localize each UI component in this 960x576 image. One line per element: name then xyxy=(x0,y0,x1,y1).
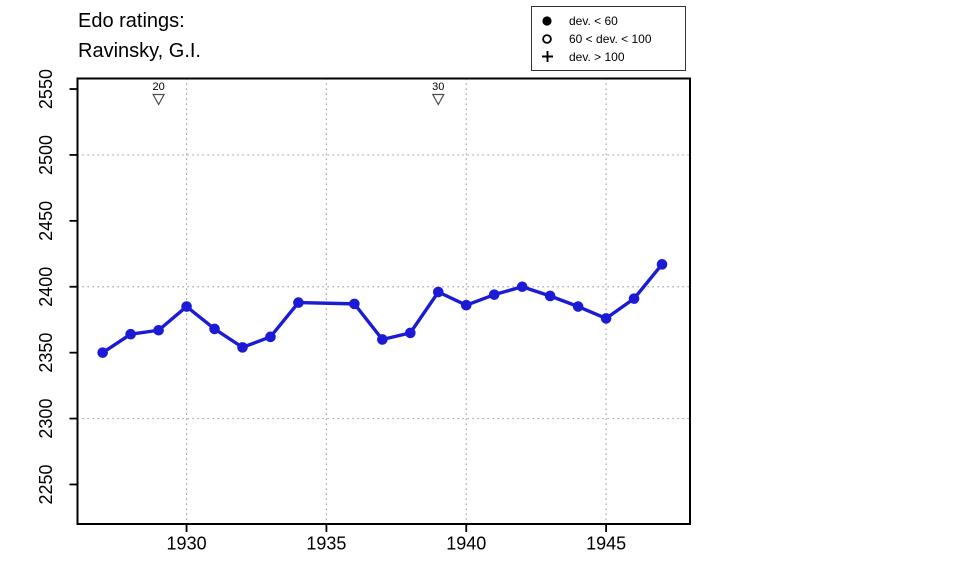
data-point xyxy=(432,286,444,298)
data-point xyxy=(656,259,668,270)
legend-item: 60 < dev. < 100 xyxy=(540,30,685,48)
data-point xyxy=(209,323,220,335)
legend-box: dev. < 60 60 < dev. < 100 dev. > 100 xyxy=(531,6,686,71)
chart-title-line1: Edo ratings: xyxy=(78,10,185,32)
data-point xyxy=(265,331,276,343)
x-axis-tick-label: 1945 xyxy=(586,534,626,554)
y-axis-tick-label: 2550 xyxy=(36,69,56,109)
x-axis-tick-label: 1935 xyxy=(306,534,346,554)
y-axis-tick-label: 2300 xyxy=(36,399,56,439)
data-point xyxy=(377,334,388,345)
legend-item: dev. > 100 xyxy=(540,48,685,66)
legend-item-label: dev. < 60 xyxy=(569,13,618,28)
plot-border xyxy=(76,77,691,525)
data-point xyxy=(349,298,360,310)
x-axis-tick-label: 1940 xyxy=(446,534,486,554)
data-point xyxy=(405,327,416,339)
y-axis-tick-label: 2250 xyxy=(36,464,56,504)
data-point xyxy=(572,301,584,312)
legend-item-label: dev. > 100 xyxy=(569,49,625,64)
data-point xyxy=(125,328,136,340)
event-marker-label: 30 xyxy=(432,81,444,93)
filled-circle-icon xyxy=(540,15,554,27)
data-point xyxy=(181,301,192,312)
data-point xyxy=(516,281,528,293)
y-axis-tick-label: 2450 xyxy=(36,201,56,241)
legend-item: dev. < 60 xyxy=(540,12,685,30)
y-axis-tick-label: 2400 xyxy=(36,267,56,307)
chart-title: Edo ratings: Ravinsky, G.I. xyxy=(78,6,201,66)
data-point xyxy=(153,324,164,336)
x-axis-tick-label: 1930 xyxy=(167,534,207,554)
data-point xyxy=(460,299,472,311)
y-axis-tick-label: 2350 xyxy=(36,333,56,373)
data-point xyxy=(600,313,612,324)
data-point xyxy=(628,293,640,304)
open-triangle-down-icon xyxy=(431,93,445,106)
y-axis-tick-label: 2500 xyxy=(36,135,56,175)
data-point xyxy=(488,289,500,300)
chart-title-line2: Ravinsky, G.I. xyxy=(78,40,201,62)
data-point xyxy=(544,290,556,302)
plus-icon xyxy=(540,50,554,63)
open-triangle-down-icon xyxy=(152,93,166,106)
event-marker-label: 20 xyxy=(152,81,164,93)
data-point xyxy=(97,347,108,358)
data-point xyxy=(237,342,248,353)
data-point xyxy=(293,297,304,308)
open-circle-icon xyxy=(540,33,554,45)
legend-item-label: 60 < dev. < 100 xyxy=(569,31,652,46)
